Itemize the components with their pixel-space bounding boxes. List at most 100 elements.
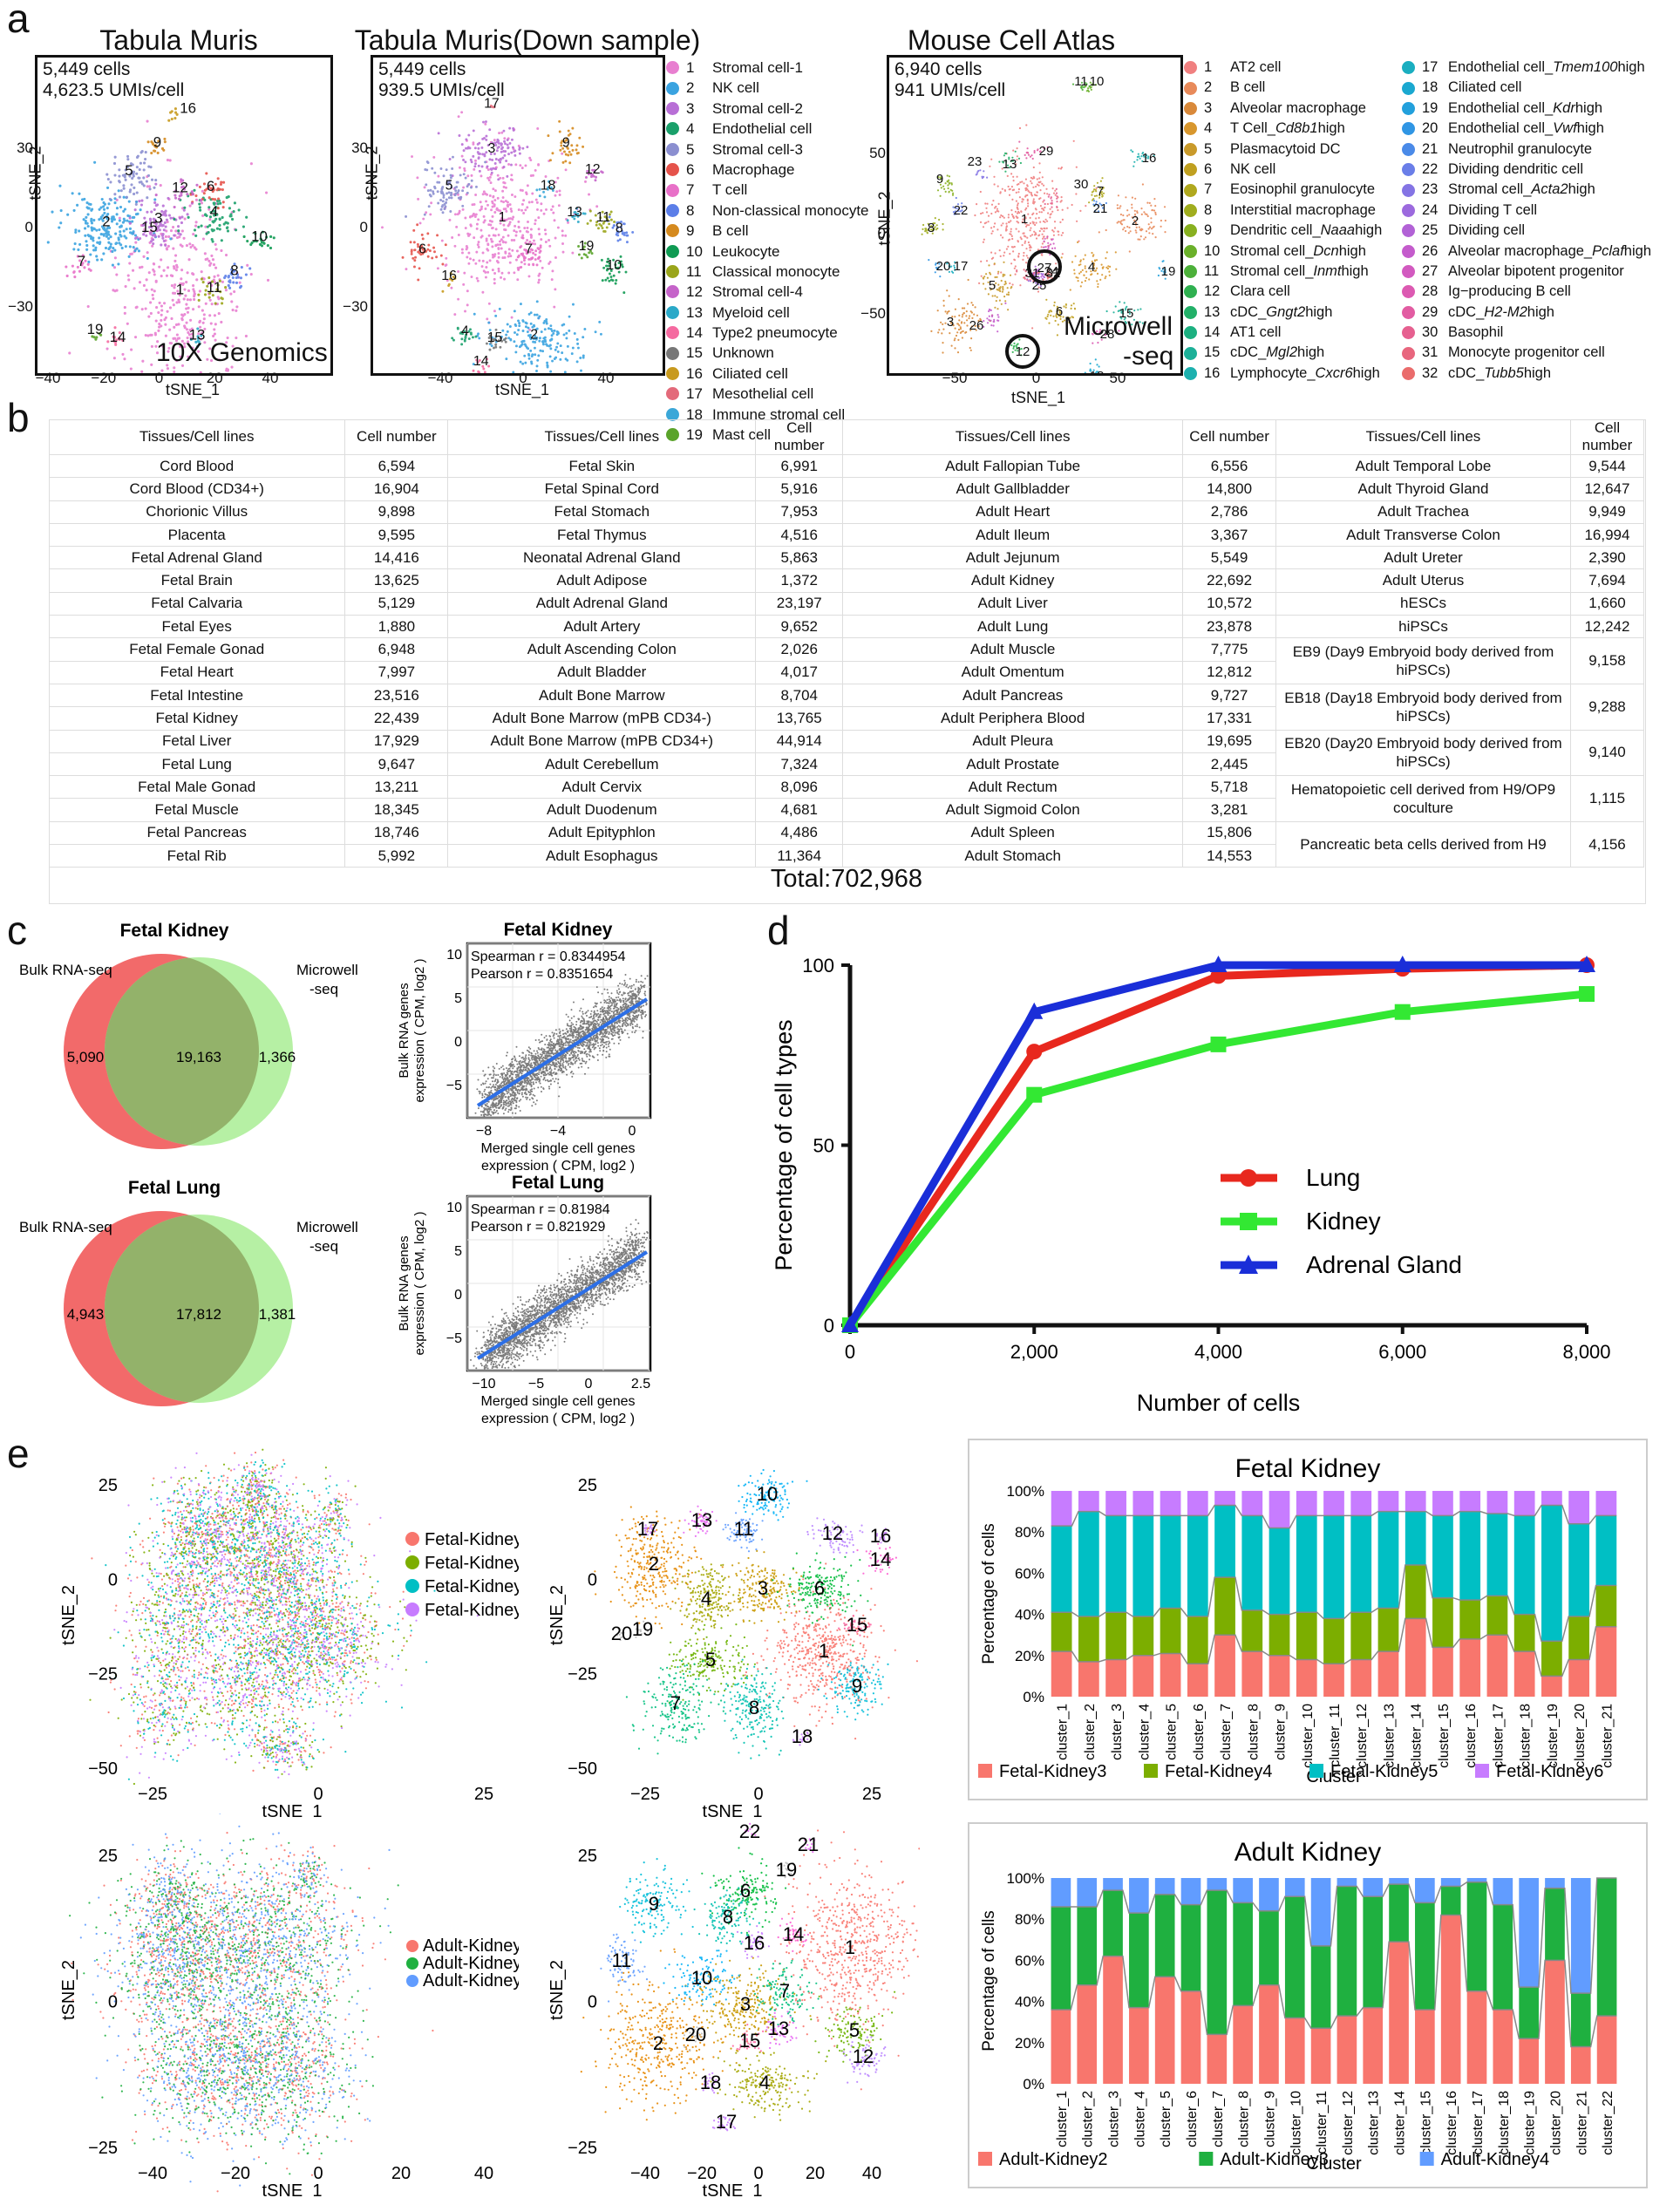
y-label-1: Bulk RNA genes bbox=[397, 983, 411, 1078]
y-label: tSNE_2 bbox=[548, 1585, 567, 1645]
bar-segment bbox=[1493, 1878, 1513, 1905]
table-cell: Fetal Spinal Cord bbox=[447, 477, 757, 501]
table-cell-line: Hematopoietic cell derived from H9/OP9 bbox=[1290, 780, 1556, 798]
legend-gene: Dcn bbox=[1313, 242, 1339, 259]
legend-name: AT1 cell bbox=[1230, 324, 1282, 341]
table-cell: 9,652 bbox=[755, 615, 844, 639]
cluster-points bbox=[1091, 329, 1120, 344]
x-tick-label: 0 bbox=[1031, 370, 1041, 386]
mca-legend-item-10: 10 Stromal cell_ Dcn high bbox=[1184, 242, 1382, 262]
tmds-cluster-label: 6 bbox=[418, 242, 426, 257]
tmds-cluster-label: 16 bbox=[441, 269, 457, 283]
mca-cluster-label: 29 bbox=[1039, 144, 1054, 159]
mca-legend-item-16: 16 Lymphocyte_ Cxcr6 high bbox=[1184, 364, 1382, 384]
legend-number: 26 bbox=[1422, 242, 1439, 259]
legend-dot-icon bbox=[1184, 265, 1197, 279]
legend-number: 14 bbox=[686, 324, 703, 342]
table-cell: Adult Ileum bbox=[842, 523, 1184, 548]
bar-segment bbox=[1103, 1878, 1123, 1891]
bar-segment bbox=[1187, 1616, 1208, 1664]
cluster-points bbox=[401, 223, 447, 282]
legend-name: Interstitial macrophage bbox=[1230, 201, 1376, 218]
bar-segment bbox=[1310, 1945, 1331, 2029]
cluster-label: 20 bbox=[611, 1623, 632, 1644]
mca-legend-item-15: 15 cDC_ Mgl2 high bbox=[1184, 343, 1382, 363]
legend-name: B cell bbox=[712, 222, 749, 240]
mca-legend-item-6: 6 NK cell bbox=[1184, 160, 1382, 180]
cluster-label: 9 bbox=[649, 1893, 659, 1915]
cluster-label: 12 bbox=[822, 1522, 843, 1544]
cluster-points bbox=[670, 1563, 751, 1641]
legend-name: Stromal cell-3 bbox=[712, 140, 803, 158]
table-cell: 16,904 bbox=[344, 477, 449, 501]
cluster-label: 10 bbox=[691, 1967, 712, 1989]
legend-name: Ciliated cell bbox=[712, 364, 788, 382]
tm-legend: 1 Stromal cell-1 2 NK cell 3 Stromal cell-2 4 E… bbox=[666, 58, 869, 445]
legend-label: Adult-Kidney4 bbox=[1441, 2150, 1550, 2169]
legend-dot-icon bbox=[405, 1579, 419, 1593]
tm-legend-item-3: 3 Stromal cell-2 bbox=[666, 99, 869, 119]
x-label: tSNE_1 bbox=[703, 2181, 763, 2197]
venn-left-label: Bulk RNA-seq bbox=[19, 1219, 112, 1235]
chart-title: Adult Kidney bbox=[1234, 1838, 1381, 1867]
legend-number: 17 bbox=[686, 385, 703, 403]
cluster-points bbox=[72, 1842, 276, 2122]
tm-umis: 4,623.5 UMIs/cell bbox=[43, 80, 185, 100]
bar-segment bbox=[1132, 1655, 1154, 1697]
cluster-points bbox=[600, 255, 628, 295]
bar-segment bbox=[1568, 1491, 1590, 1524]
legend-dot-icon bbox=[1184, 163, 1197, 177]
legend-dot-icon bbox=[1402, 285, 1415, 299]
x-tick-label: 0 bbox=[585, 1377, 593, 1392]
table-cell: EB20 (Day20 Embryoid body derived from hi… bbox=[1275, 730, 1571, 777]
legend-name: Macrophage bbox=[712, 160, 795, 178]
mca-cluster-label: 10 bbox=[1090, 74, 1105, 89]
x-axis-label: Cluster bbox=[1306, 2154, 1362, 2174]
pearson: Pearson r = 0.8351654 bbox=[471, 967, 613, 982]
table-cell: Adult Bone Marrow (mPB CD34+) bbox=[447, 730, 757, 753]
venn-both: 17,812 bbox=[176, 1306, 221, 1323]
pearson: Pearson r = 0.821929 bbox=[471, 1220, 605, 1235]
table-cell: 9,140 bbox=[1570, 730, 1645, 777]
cluster-label: 16 bbox=[744, 1932, 765, 1954]
legend-number: 5 bbox=[1204, 140, 1213, 157]
bar-segment bbox=[1269, 1491, 1290, 1528]
x-tick-label: cluster_3 bbox=[1107, 2091, 1122, 2147]
tm-title: Tabula Muris bbox=[99, 24, 258, 56]
tm-legend-item-14: 14 Type2 pneumocyte bbox=[666, 323, 869, 343]
bar-segment bbox=[1154, 1878, 1175, 1895]
y-tick-label: 10 bbox=[446, 1201, 462, 1215]
bar-segment bbox=[1466, 1882, 1487, 1991]
bar-segment bbox=[1051, 1491, 1072, 1527]
y-tick-label: 40% bbox=[1015, 1994, 1044, 2011]
legend-dot-icon bbox=[666, 367, 679, 381]
table-row: Placenta 9,595 Fetal Thymus 4,516 Adult Ileu… bbox=[49, 523, 1645, 548]
table-cell: 2,026 bbox=[755, 637, 844, 662]
x-tick-label: 25 bbox=[474, 1785, 493, 1804]
x-tick-label: −20 bbox=[91, 370, 117, 386]
chart-title: Fetal Kidney bbox=[1235, 1454, 1381, 1483]
table-cell: 23,878 bbox=[1182, 615, 1277, 639]
panel-label-e: e bbox=[7, 1431, 30, 1476]
fetal-kidney-stacked-bar: Fetal Kidney 0% 20% 40% 60% 80% 100% cluster_1 c… bbox=[968, 1439, 1648, 1800]
legend-number: 2 bbox=[686, 79, 695, 97]
mca-legend-item-9: 9 Dendritic cell_ Naaa high bbox=[1184, 221, 1382, 241]
cluster-points bbox=[65, 254, 92, 279]
mca-cluster-label: 30 bbox=[1074, 177, 1089, 192]
table-cell: 1,660 bbox=[1570, 592, 1645, 616]
legend-suffix: high bbox=[1317, 120, 1345, 137]
cluster-points bbox=[921, 217, 944, 235]
scatter1-group: Fetal Kidney Spearman r = 0.8344954 Pearso… bbox=[397, 920, 652, 1174]
bar-segment bbox=[1389, 1878, 1409, 1885]
x-tick-label: cluster_14 bbox=[1410, 1704, 1425, 1768]
legend-number: 7 bbox=[686, 181, 695, 199]
venn-right-only: 1,381 bbox=[259, 1306, 296, 1323]
tmds-cluster-label: 9 bbox=[562, 136, 570, 151]
legend-name: AT2 cell bbox=[1230, 59, 1282, 75]
y-tick-label: 60% bbox=[1015, 1565, 1044, 1582]
x-tick-label: cluster_18 bbox=[1519, 1704, 1534, 1768]
y-axis-label: Percentage of cells bbox=[980, 1523, 998, 1664]
x-tick-label: −40 bbox=[630, 2164, 660, 2183]
table-cell: Fetal Eyes bbox=[49, 615, 346, 639]
table-cell: Cord Blood (CD34+) bbox=[49, 477, 346, 501]
